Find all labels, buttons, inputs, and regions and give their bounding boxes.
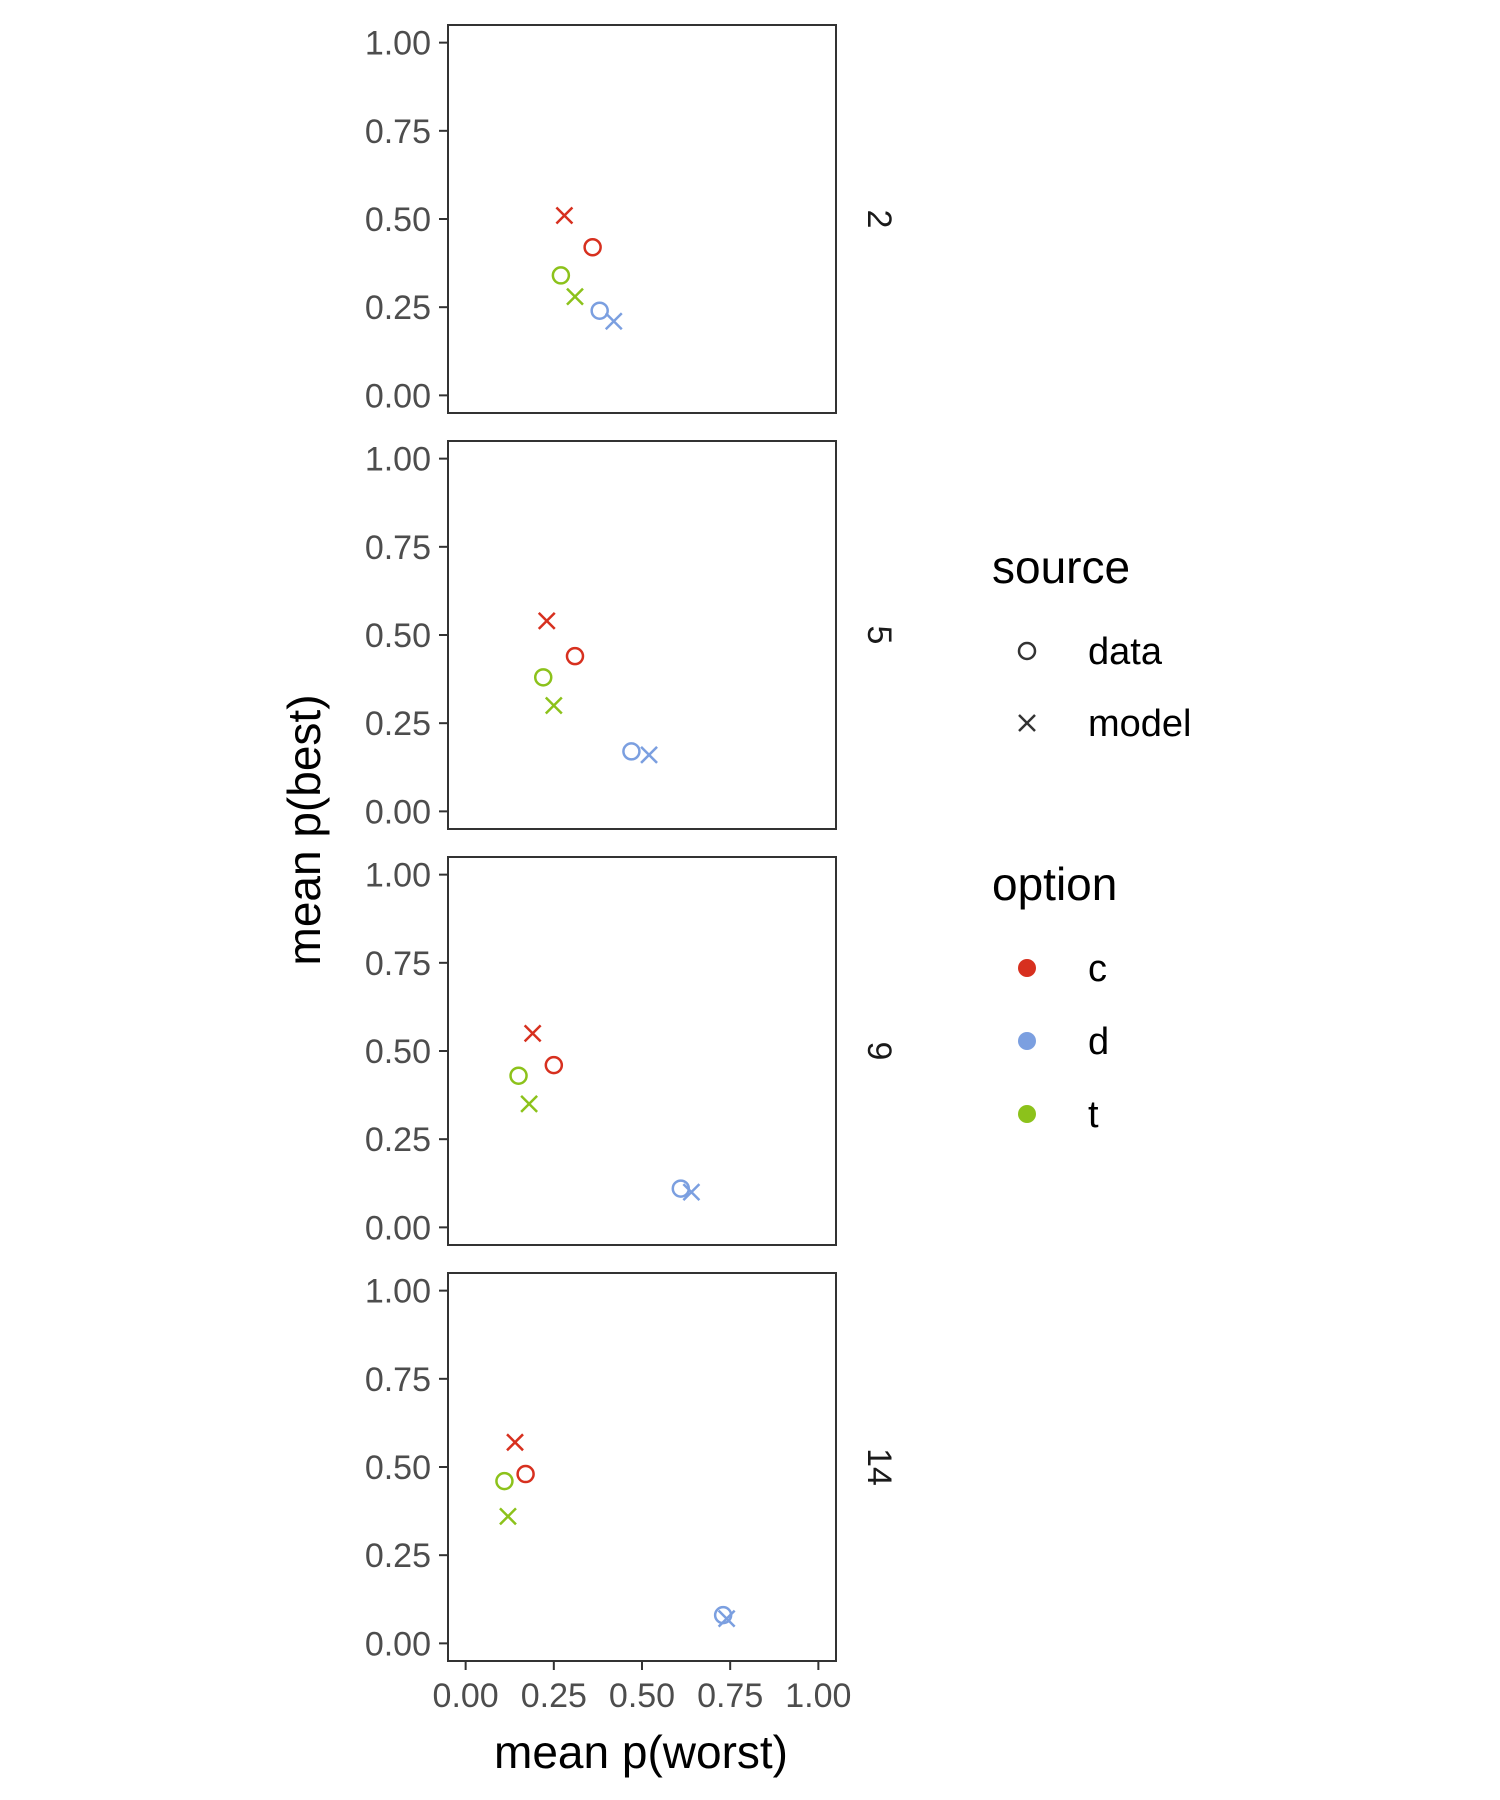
facet-panel-14: 0.00 0.25 0.50 0.75 1.00 14 [365, 1272, 898, 1663]
y-axis-title: mean p(best) [278, 694, 330, 965]
facet-strip-label: 9 [860, 1042, 898, 1061]
y-tick-label: 0.25 [365, 1537, 431, 1575]
legend-key-d [1018, 1032, 1036, 1050]
point-c-data [565, 646, 585, 666]
legend-source: source data model [992, 541, 1192, 745]
point-c-data [544, 1055, 564, 1075]
y-tick-label: 0.50 [365, 1033, 431, 1071]
legend-key-model [1018, 714, 1036, 732]
panel-border [447, 856, 837, 1246]
y-tick-label: 0.00 [365, 377, 431, 415]
legend-label-d: d [1088, 1021, 1109, 1063]
point-t-model [544, 696, 563, 715]
y-tick-label: 0.25 [365, 289, 431, 327]
y-tick-label: 0.75 [365, 1361, 431, 1399]
y-tick-label: 0.25 [365, 1121, 431, 1159]
x-axis: 0.00 0.25 0.50 0.75 1.00 [433, 1661, 851, 1715]
legend-key-c [1018, 959, 1036, 977]
y-tick-label: 0.25 [365, 705, 431, 743]
point-t-data [533, 668, 553, 687]
y-tick-label: 0.75 [365, 529, 431, 567]
facet-panel-5: 0.00 0.25 0.50 0.75 1.00 5 [365, 440, 898, 831]
point-d-model [640, 746, 658, 764]
y-tick-label: 0.00 [365, 1209, 431, 1247]
point-t-model [566, 287, 584, 306]
y-tick-label: 1.00 [365, 1273, 431, 1311]
y-tick-label: 1.00 [365, 857, 431, 895]
panel-border [447, 440, 837, 830]
facet-panel-9: 0.00 0.25 0.50 0.75 1.00 9 [365, 856, 898, 1247]
y-tick-label: 0.00 [365, 793, 431, 831]
point-t-data [551, 266, 571, 285]
facet-strip-label: 14 [860, 1448, 898, 1486]
legend-title-source: source [992, 541, 1130, 593]
point-t-data [509, 1066, 528, 1085]
legend-key-data [1017, 641, 1037, 661]
point-t-data [495, 1471, 514, 1491]
point-c-data [583, 237, 602, 257]
legend-title-option: option [992, 858, 1117, 910]
legend-label-model: model [1088, 703, 1192, 745]
y-tick-label: 0.00 [365, 1625, 431, 1663]
x-tick-label: 0.00 [433, 1677, 499, 1715]
x-tick-label: 0.25 [521, 1677, 587, 1715]
legend-label-data: data [1088, 631, 1163, 673]
panel-border [447, 1272, 837, 1662]
panel-border [447, 24, 837, 414]
point-t-model [499, 1507, 517, 1526]
facet-panel-2: 0.00 0.25 0.50 0.75 1.00 2 [365, 24, 898, 415]
y-tick-label: 0.75 [365, 945, 431, 983]
point-c-model [523, 1024, 542, 1043]
legend-label-c: c [1088, 948, 1107, 990]
facet-panels: 0.00 0.25 0.50 0.75 1.00 2 0.00 0.25 0.50 0.75 1.0… [365, 24, 898, 1663]
legend-key-t [1018, 1105, 1036, 1123]
y-tick-label: 0.50 [365, 617, 431, 655]
point-d-model [682, 1183, 701, 1201]
point-d-data [590, 301, 609, 320]
point-c-model [537, 612, 556, 630]
facet-strip-label: 5 [860, 626, 898, 645]
y-tick-label: 1.00 [365, 25, 431, 63]
y-tick-label: 0.50 [365, 1449, 431, 1487]
point-c-model [555, 206, 574, 225]
x-tick-label: 0.50 [609, 1677, 675, 1715]
legend-label-t: t [1088, 1094, 1099, 1136]
x-tick-label: 1.00 [785, 1677, 851, 1715]
y-tick-label: 0.75 [365, 113, 431, 151]
point-d-model [604, 312, 623, 331]
point-t-model [520, 1095, 539, 1113]
point-c-model [506, 1433, 524, 1452]
legend: source data model option cdt [992, 541, 1192, 1136]
facet-strip-label: 2 [860, 210, 898, 229]
point-d-data [622, 742, 641, 761]
legend-option: option cdt [992, 858, 1117, 1136]
point-c-data [516, 1464, 535, 1484]
y-tick-label: 0.50 [365, 201, 431, 239]
y-tick-label: 1.00 [365, 441, 431, 479]
point-d-model [717, 1609, 736, 1628]
x-tick-label: 0.75 [697, 1677, 763, 1715]
x-axis-title: mean p(worst) [494, 1726, 788, 1778]
